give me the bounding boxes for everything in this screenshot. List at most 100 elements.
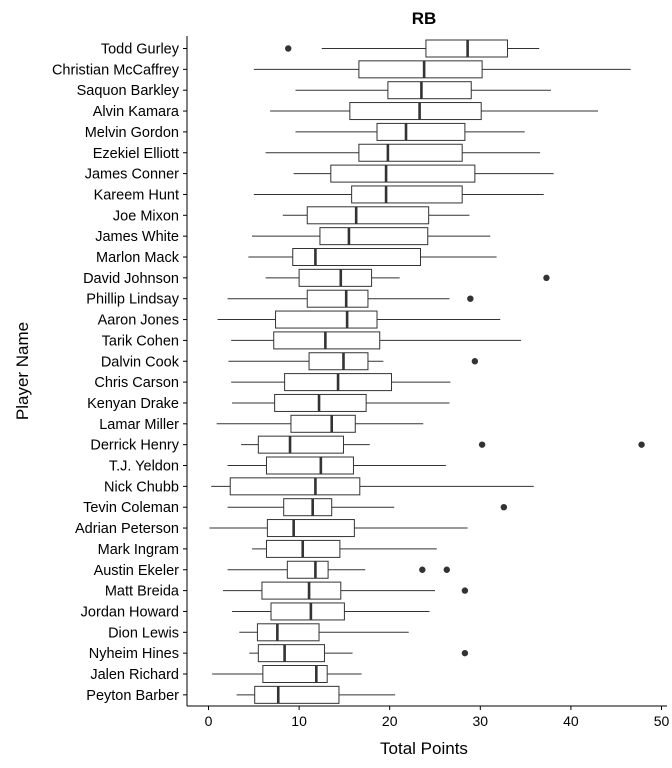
box-todd-gurley <box>285 39 540 58</box>
box-iqr <box>265 456 354 475</box>
box-iqr <box>330 164 476 183</box>
outlier-point <box>500 504 508 511</box>
y-tick-label: Melvin Gordon <box>85 125 179 141</box>
box-iqr <box>262 665 328 683</box>
y-tick-label: Peyton Barber <box>86 688 179 704</box>
y-tick-label: Matt Breida <box>105 584 180 600</box>
y-tick-label: T.J. Yeldon <box>109 459 179 475</box>
y-tick-label: Tevin Coleman <box>83 500 179 516</box>
outlier-point <box>471 358 479 365</box>
box-kenyan-drake <box>232 393 450 412</box>
outlier-point <box>543 274 550 282</box>
box-alvin-kamara <box>270 102 599 121</box>
box-iqr <box>266 519 355 538</box>
chart-title: RB <box>412 9 437 28</box>
y-tick-label: Chris Carson <box>94 375 179 391</box>
box-saquon-barkley <box>295 81 551 100</box>
y-axis-ticks: Todd Gurley Christian McCaffrey Saquon Bar… <box>52 42 187 704</box>
box-dalvin-cook <box>228 352 479 371</box>
box-iqr <box>351 185 463 204</box>
outlier-point <box>478 441 486 448</box>
box-iqr <box>257 644 325 663</box>
y-tick-label: Tarik Cohen <box>102 333 179 349</box>
box-aaron-jones <box>217 310 501 329</box>
box-derrick-henry <box>241 435 645 454</box>
y-tick-label: Jalen Richard <box>90 667 179 683</box>
box-iqr <box>349 102 482 121</box>
box-iqr <box>292 248 422 266</box>
outlier-point <box>461 587 469 594</box>
x-tick-label: 30 <box>473 713 489 729</box>
box-nick-chubb <box>211 477 534 496</box>
box-austin-ekeler <box>227 560 450 579</box>
box-dion-lewis <box>239 623 409 642</box>
box-mark-ingram <box>251 539 437 558</box>
y-tick-label: David Johnson <box>83 271 179 287</box>
y-tick-label: Joe Mixon <box>113 208 179 224</box>
y-tick-label: Nyheim Hines <box>89 646 179 662</box>
box-iqr <box>358 143 463 162</box>
box-tevin-coleman <box>227 498 508 517</box>
box-marlon-mack <box>248 248 497 266</box>
box-iqr <box>283 498 333 517</box>
box-iqr <box>306 206 430 225</box>
outlier-point <box>285 45 292 52</box>
outlier-point <box>638 441 645 448</box>
y-tick-label: Marlon Mack <box>96 250 180 266</box>
y-tick-label: Lamar Miller <box>99 417 179 433</box>
y-tick-label: Derrick Henry <box>90 438 179 454</box>
box-iqr <box>256 623 320 642</box>
outlier-point <box>467 295 474 302</box>
x-tick-label: 50 <box>654 713 670 729</box>
x-axis-ticks: 0 10 20 30 40 50 <box>205 706 670 729</box>
x-tick-label: 10 <box>291 713 307 729</box>
x-tick-label: 20 <box>382 713 398 729</box>
box-iqr <box>286 560 329 579</box>
box-iqr <box>308 352 369 371</box>
x-axis-title: Total Points <box>380 739 468 758</box>
box-christian-mccaffrey <box>253 60 631 79</box>
y-tick-label: Adrian Peterson <box>75 521 179 537</box>
y-tick-label: James Conner <box>85 167 179 183</box>
y-axis-title: Player Name <box>13 322 32 420</box>
box-peyton-barber <box>236 685 396 704</box>
y-tick-label: Dion Lewis <box>108 625 179 641</box>
y-tick-label: Aaron Jones <box>98 313 179 329</box>
box-jalen-richard <box>212 665 362 683</box>
box-iqr <box>387 81 472 100</box>
y-tick-label: Phillip Lindsay <box>86 292 179 308</box>
box-james-conner <box>293 164 554 183</box>
box-ezekiel-elliott <box>265 143 541 162</box>
y-tick-label: James White <box>95 229 179 245</box>
box-nyheim-hines <box>249 644 469 663</box>
box-iqr <box>275 310 378 329</box>
box-joe-mixon <box>282 206 470 225</box>
box-tarik-cohen <box>231 331 522 350</box>
box-iqr <box>358 60 483 79</box>
box-iqr <box>270 602 345 621</box>
box-iqr <box>257 435 344 454</box>
plot-area <box>209 39 645 704</box>
y-tick-label: Jordan Howard <box>81 604 179 620</box>
box-iqr <box>254 685 340 704</box>
y-tick-label: Mark Ingram <box>98 542 179 558</box>
box-iqr <box>290 414 356 433</box>
y-tick-label: Austin Ekeler <box>94 563 180 579</box>
box-iqr <box>273 331 381 350</box>
y-tick-label: Nick Chubb <box>104 479 179 495</box>
y-tick-label: Dalvin Cook <box>101 354 180 370</box>
box-iqr <box>298 268 373 287</box>
box-iqr <box>274 393 367 412</box>
box-adrian-peterson <box>209 519 468 538</box>
box-david-johnson <box>265 268 550 287</box>
y-tick-label: Christian McCaffrey <box>52 62 180 78</box>
x-tick-label: 0 <box>205 713 213 729</box>
y-tick-label: Todd Gurley <box>101 42 180 58</box>
box-matt-breida <box>222 581 469 600</box>
box-iqr <box>229 477 361 496</box>
box-chris-carson <box>231 373 451 392</box>
box-iqr <box>319 227 429 246</box>
box-melvin-gordon <box>295 122 525 141</box>
